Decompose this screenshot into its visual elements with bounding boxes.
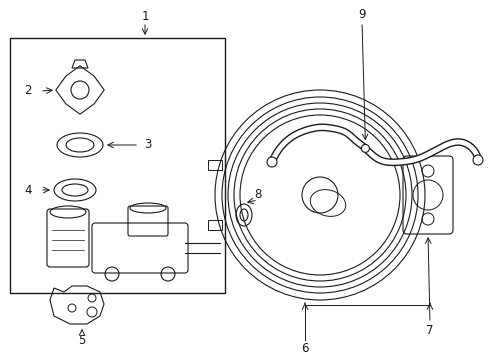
Bar [10,38,224,293]
Circle shape [266,157,276,167]
Text: 5: 5 [78,333,85,346]
Text: 2: 2 [24,85,32,98]
Circle shape [361,144,368,152]
Text: 3: 3 [144,139,151,152]
Circle shape [472,155,482,165]
Text: 4: 4 [24,184,32,197]
Bar [207,220,222,230]
Text: 8: 8 [254,189,261,202]
Text: 6: 6 [301,342,308,355]
Text: 7: 7 [426,324,433,337]
Text: 9: 9 [358,9,365,22]
Bar [207,160,222,170]
Text: 1: 1 [141,9,148,22]
